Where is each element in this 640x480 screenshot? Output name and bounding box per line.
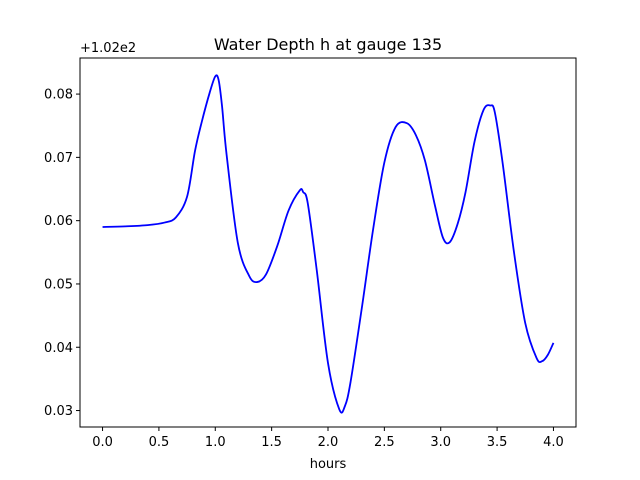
x-tick-label: 0.5: [149, 435, 170, 450]
y-offset-label: +1.02e2: [80, 41, 136, 56]
y-tick-label: 0.03: [44, 404, 73, 419]
x-tick-label: 0.0: [92, 435, 113, 450]
chart-title: Water Depth h at gauge 135: [214, 35, 442, 54]
x-tick-label: 4.0: [543, 435, 564, 450]
x-tick-label: 1.0: [205, 435, 226, 450]
y-tick-label: 0.08: [44, 88, 73, 103]
y-tick-label: 0.07: [44, 151, 73, 166]
x-axis-label: hours: [310, 457, 347, 472]
x-axis-ticks: 0.0 0.5 1.0 1.5 2.0 2.5 3.0 3.5 4.0: [92, 427, 564, 450]
y-tick-label: 0.06: [44, 214, 73, 229]
x-tick-label: 2.0: [318, 435, 339, 450]
x-tick-label: 2.5: [374, 435, 395, 450]
y-tick-label: 0.04: [44, 341, 73, 356]
x-tick-label: 3.0: [430, 435, 451, 450]
series-layer: [102, 74, 555, 414]
y-tick-label: 0.05: [44, 277, 73, 292]
x-tick-label: 1.5: [261, 435, 282, 450]
x-tick-label: 3.5: [487, 435, 508, 450]
y-axis-ticks: 0.03 0.04 0.05 0.06 0.07 0.08: [44, 88, 80, 419]
water-depth-line: [102, 74, 555, 414]
